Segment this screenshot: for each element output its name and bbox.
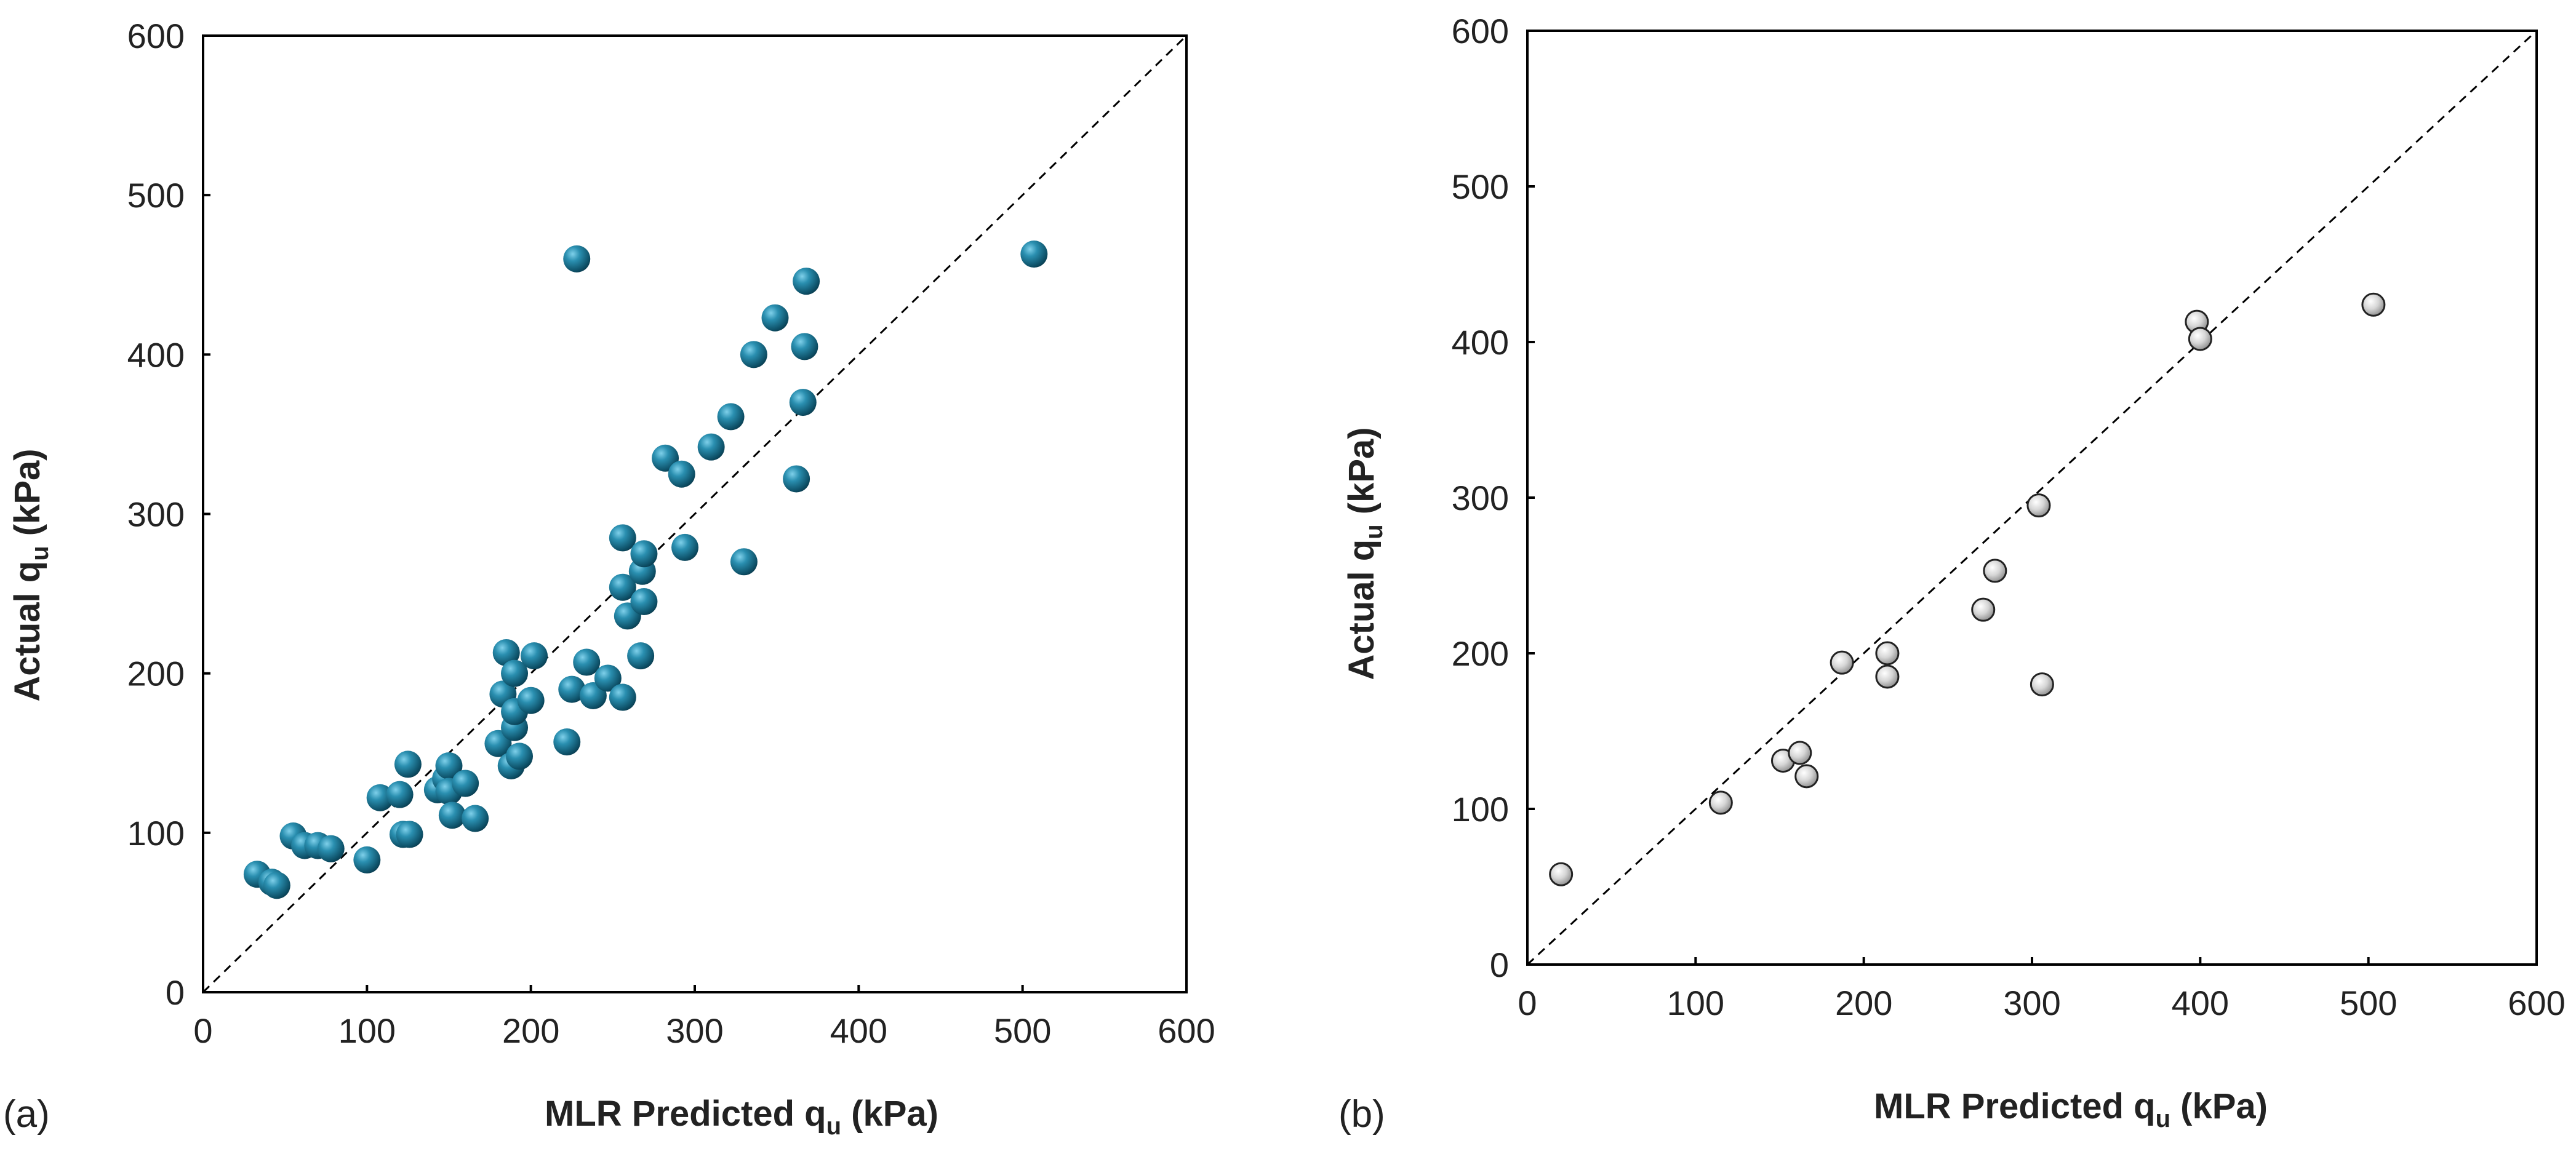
x-tick-label: 200 xyxy=(502,1011,559,1050)
x-axis-title-b: MLR Predicted qu (kPa) xyxy=(1874,1086,2268,1132)
data-point xyxy=(1875,664,1900,689)
x-tick-label: 600 xyxy=(1158,1011,1215,1050)
x-tick-label: 200 xyxy=(1835,984,1892,1022)
data-point xyxy=(501,659,529,687)
data-point xyxy=(630,588,658,616)
data-point xyxy=(438,802,466,829)
data-point xyxy=(1830,650,1854,675)
x-tick-label: 300 xyxy=(666,1011,723,1050)
data-point xyxy=(697,433,725,461)
y-tick-label: 200 xyxy=(127,655,185,693)
y-tick-label: 0 xyxy=(1490,945,1509,984)
data-point xyxy=(353,846,381,873)
x-tick-label: 0 xyxy=(193,1011,212,1050)
plot-area-a: 0 100 200 300 400 500 600 0 100 200 300 400 500 600 xyxy=(127,17,1215,1050)
data-point xyxy=(627,642,655,670)
data-point xyxy=(317,835,345,862)
panel-label-b: (b) xyxy=(1338,1093,1385,1136)
x-tick-label: 100 xyxy=(338,1011,396,1050)
panel-label-a: (a) xyxy=(3,1093,50,1136)
y-tick-label: 600 xyxy=(127,17,185,55)
data-point xyxy=(452,770,479,797)
data-point xyxy=(730,548,758,576)
y-tick-label: 100 xyxy=(127,814,185,853)
data-point xyxy=(668,460,695,488)
data-point xyxy=(793,268,820,295)
data-point xyxy=(1708,790,1733,815)
y-tick-label: 500 xyxy=(1452,167,1509,206)
data-point xyxy=(520,642,548,670)
chart-panel-a: 0 100 200 300 400 500 600 0 100 200 300 400 500 600 M… xyxy=(3,17,1215,1140)
data-point xyxy=(1788,741,1812,765)
data-point xyxy=(1794,764,1819,789)
y-axis-title-b: Actual qu (kPa) xyxy=(1342,427,1388,680)
y-tick-label: 300 xyxy=(127,495,185,534)
data-point xyxy=(609,573,636,601)
data-point xyxy=(1020,241,1048,268)
y-tick-label: 400 xyxy=(1452,323,1509,362)
data-point xyxy=(394,750,422,778)
data-point xyxy=(1875,641,1900,666)
data-point xyxy=(630,540,658,568)
x-tick-label: 300 xyxy=(2003,984,2060,1022)
data-point xyxy=(789,389,817,416)
x-tick-label: 100 xyxy=(1667,984,1724,1022)
data-point xyxy=(671,533,699,561)
y-tick-label: 200 xyxy=(1452,634,1509,673)
data-point xyxy=(609,683,636,711)
y-tick-label: 0 xyxy=(166,973,185,1012)
data-point xyxy=(462,805,489,832)
x-tick-label: 500 xyxy=(2340,984,2397,1022)
y-tick-label: 500 xyxy=(127,176,185,215)
plot-area-b: 0 100 200 300 400 500 600 0 100 200 300 400 500 600 xyxy=(1452,12,2566,1022)
data-point xyxy=(1549,862,1574,886)
y-tick-label: 100 xyxy=(1452,790,1509,829)
data-point xyxy=(492,639,520,666)
data-point xyxy=(2026,493,2051,518)
data-point xyxy=(386,781,414,808)
data-point xyxy=(740,341,767,368)
x-tick-label: 400 xyxy=(830,1011,887,1050)
reference-line-a xyxy=(202,34,1188,993)
data-point xyxy=(761,304,789,332)
data-point xyxy=(1983,559,2007,583)
y-axis-title-a: Actual qu (kPa) xyxy=(7,448,54,701)
y-tick-label: 300 xyxy=(1452,479,1509,517)
x-axis-title-a: MLR Predicted qu (kPa) xyxy=(545,1094,938,1140)
data-point xyxy=(263,872,290,899)
chart-panel-b: 0 100 200 300 400 500 600 0 100 200 300 400 500 600 M… xyxy=(1338,12,2566,1136)
data-point xyxy=(2361,292,2386,317)
data-point xyxy=(2188,327,2212,351)
x-tick-label: 0 xyxy=(1518,984,1537,1022)
data-point xyxy=(435,752,463,779)
data-point xyxy=(517,686,545,714)
data-point xyxy=(573,648,601,676)
data-point xyxy=(563,245,591,273)
y-tick-label: 400 xyxy=(127,335,185,374)
data-point xyxy=(594,664,622,692)
data-point xyxy=(791,333,818,360)
data-point xyxy=(609,524,636,552)
data-point xyxy=(558,675,586,703)
x-tick-label: 400 xyxy=(2172,984,2229,1022)
data-point xyxy=(553,728,581,756)
y-tick-label: 600 xyxy=(1452,12,1509,50)
data-point xyxy=(783,465,810,493)
x-tick-label: 600 xyxy=(2508,984,2565,1022)
data-point xyxy=(506,742,534,770)
data-point xyxy=(396,821,423,848)
data-point xyxy=(1971,597,1996,622)
data-point xyxy=(717,403,745,431)
x-tick-label: 500 xyxy=(994,1011,1051,1050)
data-point xyxy=(2030,672,2054,697)
